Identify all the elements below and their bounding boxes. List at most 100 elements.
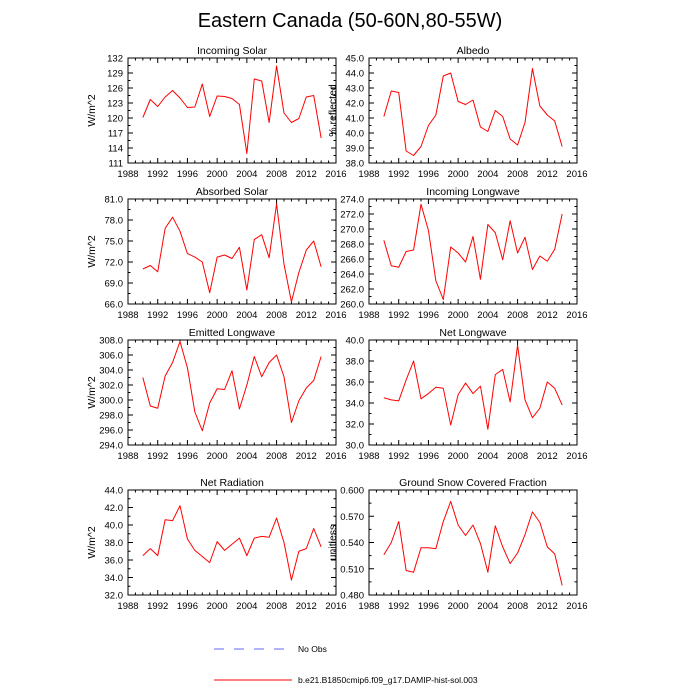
x-tick-label: 2004 [236, 451, 257, 462]
y-tick-label: 300.0 [99, 396, 123, 407]
y-tick-label: 45.0 [346, 54, 365, 65]
x-tick-label: 2012 [537, 169, 558, 180]
panel-net-radiation: Net Radiation 1988 1992 1996 2000 2004 2008 201… [86, 477, 347, 612]
x-tick-label: 2000 [448, 169, 469, 180]
x-tick-label: 1996 [418, 310, 439, 321]
y-axis-label: W/m^2 [86, 235, 98, 268]
y-tick-label: 306.0 [99, 351, 123, 362]
y-tick-label: 260.0 [340, 300, 364, 311]
x-tick-label: 2000 [207, 451, 228, 462]
y-tick-label: 302.0 [99, 381, 123, 392]
plot-frame [127, 489, 337, 596]
x-tick-label: 2016 [325, 451, 346, 462]
series-line [142, 505, 322, 581]
x-tick-label: 1992 [388, 451, 409, 462]
x-tick-label: 2004 [477, 601, 498, 612]
panel-net-longwave: Net Longwave 1988 1992 1996 2000 2004 2008 2012… [346, 327, 588, 462]
plot-frame [127, 198, 337, 305]
x-tick-label: 1996 [177, 310, 198, 321]
x-tick-label: 2004 [477, 169, 498, 180]
y-tick-label: 123 [107, 99, 123, 110]
plot-frame [368, 198, 578, 305]
y-tick-label: 72.0 [105, 258, 124, 269]
panel-title: Incoming Longwave [426, 186, 520, 198]
y-tick-label: 42.0 [346, 99, 365, 110]
y-tick-label: 32.0 [105, 591, 124, 602]
x-tick-label: 1996 [418, 451, 439, 462]
x-tick-label: 2016 [325, 310, 346, 321]
y-tick-label: 266.0 [340, 255, 364, 266]
x-tick-label: 2000 [207, 169, 228, 180]
y-tick-label: 0.600 [340, 486, 364, 497]
legend: No Obs b.e21.B1850cmip6.f09_g17.DAMIP-hi… [214, 644, 478, 685]
y-tick-label: 120 [107, 114, 123, 125]
y-tick-label: 44.0 [105, 486, 124, 497]
x-tick-label: 2012 [296, 451, 317, 462]
x-tick-label: 1992 [388, 310, 409, 321]
panel-title: Absorbed Solar [196, 186, 269, 198]
panel-incoming-longwave: Incoming Longwave 1988 1992 1996 2000 2004 200… [340, 186, 587, 321]
y-tick-label: 78.0 [105, 216, 124, 227]
x-tick-label: 1988 [117, 169, 138, 180]
panel-title: Emitted Longwave [189, 327, 276, 339]
y-tick-label: 38.0 [346, 159, 365, 170]
y-tick-label: 0.510 [340, 564, 364, 575]
y-tick-label: 270.0 [340, 225, 364, 236]
series-line [142, 341, 322, 432]
x-tick-label: 2016 [325, 169, 346, 180]
x-tick-label: 1992 [147, 169, 168, 180]
plot-frame [368, 57, 578, 164]
y-tick-label: 268.0 [340, 240, 364, 251]
legend-model-label: b.e21.B1850cmip6.f09_g17.DAMIP-hist-sol.… [298, 675, 478, 685]
y-tick-label: 44.0 [346, 69, 365, 80]
x-tick-label: 2008 [266, 169, 287, 180]
x-tick-label: 1996 [177, 169, 198, 180]
x-tick-label: 1988 [358, 601, 379, 612]
x-tick-label: 1992 [147, 310, 168, 321]
y-tick-label: 272.0 [340, 210, 364, 221]
y-tick-label: 34.0 [105, 573, 124, 584]
x-tick-label: 2008 [507, 310, 528, 321]
y-axis-label: W/m^2 [86, 94, 98, 127]
figure-title: Eastern Canada (50-60N,80-55W) [198, 10, 503, 32]
panel-title: Incoming Solar [197, 45, 268, 57]
y-tick-label: 32.0 [346, 420, 365, 431]
legend-obs-label: No Obs [298, 644, 327, 654]
y-tick-label: 298.0 [99, 411, 123, 422]
y-tick-label: 132 [107, 54, 123, 65]
y-axis-label: W/m^2 [86, 376, 98, 409]
y-tick-label: 43.0 [346, 84, 365, 95]
x-tick-label: 2012 [537, 601, 558, 612]
x-tick-label: 1988 [358, 169, 379, 180]
x-tick-label: 2016 [566, 169, 587, 180]
y-tick-label: 41.0 [346, 114, 365, 125]
y-tick-label: 66.0 [105, 300, 124, 311]
x-tick-label: 1988 [358, 310, 379, 321]
x-tick-label: 1992 [388, 169, 409, 180]
y-tick-label: 40.0 [346, 129, 365, 140]
y-tick-label: 304.0 [99, 366, 123, 377]
x-tick-label: 1988 [117, 310, 138, 321]
x-tick-label: 2000 [448, 451, 469, 462]
x-tick-label: 2008 [507, 451, 528, 462]
x-tick-label: 2000 [448, 310, 469, 321]
y-tick-label: 38.0 [105, 538, 124, 549]
x-tick-label: 2008 [266, 601, 287, 612]
x-tick-label: 1996 [418, 601, 439, 612]
panel-title: Net Radiation [200, 477, 264, 489]
y-tick-label: 274.0 [340, 195, 364, 206]
series-line [383, 68, 563, 156]
y-tick-label: 36.0 [105, 556, 124, 567]
y-tick-label: 129 [107, 69, 123, 80]
panel-ground-snow-covered-fraction: Ground Snow Covered Fraction 1988 1992 1996… [327, 477, 588, 612]
y-tick-label: 294.0 [99, 441, 123, 452]
x-tick-label: 2012 [296, 310, 317, 321]
x-tick-label: 2004 [236, 601, 257, 612]
panel-title: Ground Snow Covered Fraction [399, 477, 547, 489]
y-tick-label: 34.0 [346, 399, 365, 410]
panel-title: Albedo [457, 45, 490, 57]
y-tick-label: 296.0 [99, 426, 123, 437]
x-tick-label: 2004 [477, 451, 498, 462]
plot-frame [368, 339, 578, 446]
x-tick-label: 2012 [296, 169, 317, 180]
